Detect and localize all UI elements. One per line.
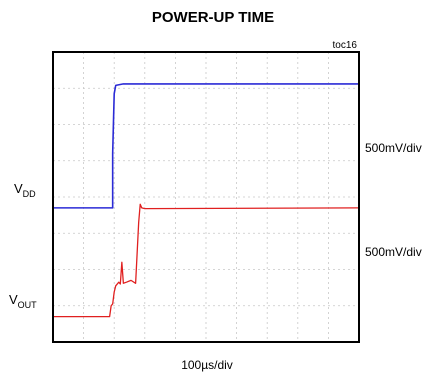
chart-title: POWER-UP TIME	[152, 9, 274, 26]
time-scale-label: 100µs/div	[181, 358, 233, 372]
vdd-label: VDD	[14, 181, 36, 199]
trace-vout	[53, 203, 360, 318]
plot-frame	[52, 51, 360, 343]
figure-tag: toc16	[333, 40, 358, 51]
vdd-scale-label: 500mV/div	[365, 141, 422, 155]
vout-scale-label: 500mV/div	[365, 245, 422, 259]
vout-label: VOUT	[9, 292, 37, 310]
trace-vdd	[53, 83, 359, 209]
traces	[53, 83, 360, 318]
grid	[53, 52, 359, 342]
